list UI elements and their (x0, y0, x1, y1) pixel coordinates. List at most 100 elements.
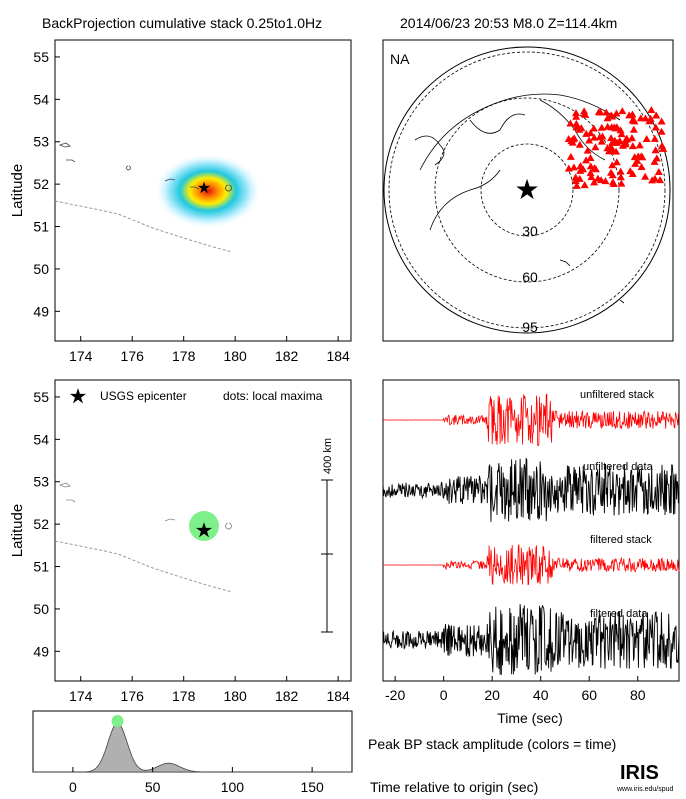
scale-bar (321, 479, 333, 633)
station-triangle (587, 173, 596, 181)
traces-xtick-label: 80 (630, 687, 646, 703)
station-triangle (635, 141, 644, 149)
ring-label-60: 60 (522, 269, 538, 285)
maxima-map-ytick-label: 49 (33, 643, 49, 659)
station-triangle (630, 117, 639, 125)
stack-map-ytick-label: 53 (33, 134, 49, 150)
station-triangle (641, 114, 650, 122)
stack-map-xtick-label: 180 (223, 348, 247, 364)
local-maximum-dot (189, 511, 219, 541)
stack-map-ytick-label: 54 (33, 91, 49, 107)
amplitude-xlabel: Time relative to origin (sec) (370, 779, 538, 795)
legend-dots: dots: local maxima (223, 389, 323, 403)
station-triangle (566, 152, 575, 160)
station-triangle (641, 172, 650, 180)
station-triangle (628, 142, 637, 150)
station-triangle (576, 166, 585, 174)
station-triangle (608, 147, 617, 155)
station-map-panel: NA 30 60 95 ★ (382, 39, 674, 342)
station-triangle (580, 181, 589, 189)
station-triangle (586, 153, 595, 161)
legend-star-icon: ★ (70, 387, 85, 406)
station-triangle (580, 107, 589, 115)
station-triangle (613, 138, 622, 146)
station-triangle (572, 109, 581, 117)
station-triangle (611, 124, 620, 132)
station-triangle (645, 117, 654, 125)
station-triangle (572, 181, 581, 189)
station-triangle (602, 108, 611, 116)
station-triangle (572, 119, 581, 127)
event-info: 2014/06/23 20:53 M8.0 Z=114.4km (400, 15, 617, 31)
station-triangle (603, 122, 612, 130)
station-triangles (564, 106, 668, 189)
aleutian-islands (58, 142, 232, 192)
station-triangle (572, 123, 581, 131)
station-triangle (572, 112, 581, 120)
ring-label-30: 30 (522, 223, 538, 239)
amplitude-xtick-label: 50 (145, 779, 161, 795)
station-triangle (652, 111, 661, 119)
amplitude-frame (32, 710, 353, 773)
traces-xtick-label: -20 (385, 687, 405, 703)
figure-title: BackProjection cumulative stack 0.25to1.… (42, 15, 322, 31)
station-triangle (591, 143, 600, 151)
station-triangle (658, 141, 667, 149)
station-triangle (650, 134, 659, 142)
station-triangle (585, 136, 594, 144)
stack-map-xtick-label: 174 (69, 348, 93, 364)
station-triangle (617, 179, 626, 187)
amplitude-xtick-label: 0 (69, 779, 77, 795)
trench-line-2 (54, 540, 233, 593)
station-triangle (586, 169, 595, 177)
stack-map-xtick-label: 176 (121, 348, 145, 364)
maxima-map-ytick-label: 55 (33, 389, 49, 405)
stack-map-xtick-label: 182 (275, 348, 299, 364)
station-triangle (603, 144, 612, 152)
maxima-epicenter-star: ★ (196, 521, 211, 540)
aleutian-islands-2 (58, 482, 232, 530)
trace-2 (382, 543, 680, 586)
stack-map-ytick-label: 55 (33, 49, 49, 65)
station-triangle (612, 109, 621, 117)
label-unfiltered-data: unfiltered data (583, 461, 654, 473)
stack-map-ytick-label: 50 (33, 261, 49, 277)
maxima-map-ytick-label: 52 (33, 516, 49, 532)
station-triangle (626, 167, 635, 175)
globe-edge (383, 46, 671, 334)
station-triangle (609, 179, 618, 187)
station-triangle (657, 117, 666, 125)
station-triangle (621, 140, 630, 148)
station-triangle (607, 134, 616, 142)
trace-3 (382, 604, 680, 675)
station-triangle (575, 140, 584, 148)
traces-xtick-label: 40 (533, 687, 549, 703)
label-filtered-stack: filtered stack (590, 534, 652, 546)
station-triangle (590, 178, 599, 186)
epicenter-star-blue: ★ (514, 174, 539, 205)
maxima-map-ytick-label: 54 (33, 431, 49, 447)
trace-0 (382, 393, 680, 447)
station-triangle (567, 137, 576, 145)
ring-95 (388, 51, 666, 329)
maxima-map-xtick-label: 182 (275, 688, 299, 704)
station-triangle (637, 163, 646, 171)
station-triangle (627, 134, 636, 142)
maxima-map-panel: ★ ★ USGS epicenter dots: local maxima 40… (9, 379, 352, 704)
station-triangle (616, 173, 625, 181)
stack-map-ylabel: Latitude (9, 164, 26, 217)
stack-map-panel: ★ 174 176 178 180 182 184 55 54 53 52 51 50 49 Latitu… (9, 39, 352, 364)
station-triangle (590, 133, 599, 141)
station-triangle (586, 162, 595, 170)
maxima-map-ytick-label: 50 (33, 601, 49, 617)
station-triangle (576, 162, 585, 170)
traces-xtick-label: 20 (484, 687, 500, 703)
ring-60 (434, 97, 620, 283)
station-triangle (616, 126, 625, 134)
trench-line (54, 200, 233, 253)
station-triangle (575, 174, 584, 182)
maxima-map-xtick-label: 176 (121, 688, 145, 704)
amplitude-panel: 0 50 100 150 Peak BP stack amplitude (color… (32, 710, 616, 795)
station-triangle (617, 130, 626, 138)
scale-label: 400 km (322, 438, 334, 474)
